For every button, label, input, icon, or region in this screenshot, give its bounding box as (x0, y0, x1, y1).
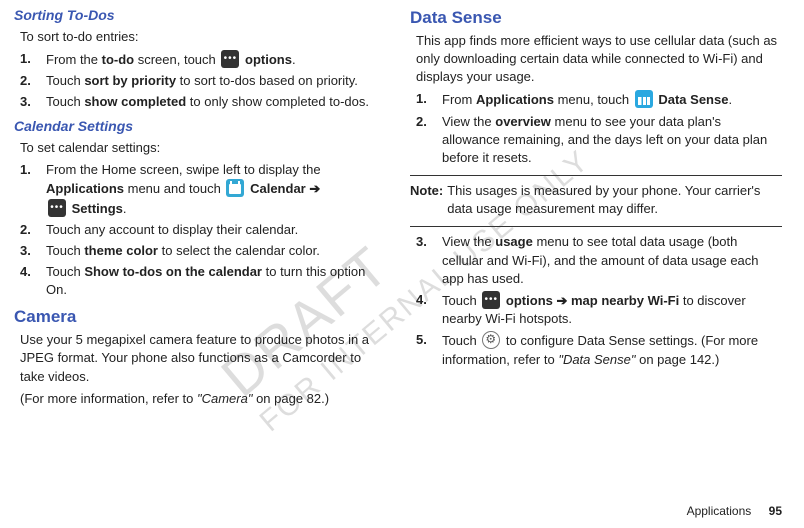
sorting-steps: 1. From the to-do screen, touch options.… (20, 50, 384, 112)
ds-step-2: View the overview menu to see your data … (442, 113, 782, 168)
camera-heading: Camera (14, 305, 384, 329)
note-label: Note: (410, 182, 443, 218)
options-icon (221, 50, 239, 68)
step-num: 3. (20, 242, 38, 260)
step-num: 3. (416, 233, 434, 288)
sorting-intro: To sort to-do entries: (20, 28, 384, 46)
arrow-icon (306, 181, 321, 196)
note-rule-top (410, 175, 782, 176)
left-column: Sorting To-Dos To sort to-do entries: 1.… (0, 0, 402, 528)
cal-step-4: Touch Show to-dos on the calendar to tur… (46, 263, 384, 299)
camera-ref: (For more information, refer to "Camera"… (20, 390, 384, 408)
step-num: 4. (416, 291, 434, 328)
arrow-icon (553, 293, 571, 308)
gear-icon (482, 331, 500, 349)
datasense-intro: This app finds more efficient ways to us… (416, 32, 782, 87)
right-column: Data Sense This app finds more efficient… (402, 0, 804, 528)
ds-step-1: From Applications menu, touch Data Sense… (442, 90, 782, 109)
step-num: 4. (20, 263, 38, 299)
cal-step-2: Touch any account to display their calen… (46, 221, 384, 239)
step-num: 1. (20, 50, 38, 69)
step-num: 2. (416, 113, 434, 168)
note-rule-bottom (410, 226, 782, 227)
ds-step-4: Touch optionsmap nearby Wi-Fi to discove… (442, 291, 782, 328)
cal-step-1: From the Home screen, swipe left to disp… (46, 161, 384, 218)
datasense-steps-b: 3. View the usage menu to see total data… (416, 233, 782, 368)
datasense-icon (635, 90, 653, 108)
step-num: 1. (20, 161, 38, 218)
note-body: This usages is measured by your phone. Y… (447, 182, 782, 218)
step-num: 2. (20, 221, 38, 239)
datasense-heading: Data Sense (410, 6, 782, 30)
sorting-heading: Sorting To-Dos (14, 6, 384, 26)
step-num: 5. (416, 331, 434, 368)
ds-step-3: View the usage menu to see total data us… (442, 233, 782, 288)
calendar-heading: Calendar Settings (14, 117, 384, 137)
note-row: Note: This usages is measured by your ph… (410, 182, 782, 218)
calendar-steps: 1. From the Home screen, swipe left to d… (20, 161, 384, 299)
sort-step-2: Touch sort by priority to sort to-dos ba… (46, 72, 384, 90)
options-icon (48, 199, 66, 217)
page-columns: Sorting To-Dos To sort to-do entries: 1.… (0, 0, 804, 528)
datasense-steps-a: 1. From Applications menu, touch Data Se… (416, 90, 782, 167)
options-icon (482, 291, 500, 309)
step-num: 2. (20, 72, 38, 90)
step-num: 3. (20, 93, 38, 111)
sort-step-3: Touch show completed to only show comple… (46, 93, 384, 111)
sort-step-1: From the to-do screen, touch options. (46, 50, 384, 69)
step-num: 1. (416, 90, 434, 109)
camera-body: Use your 5 megapixel camera feature to p… (20, 331, 384, 386)
ds-step-5: Touch to configure Data Sense settings. … (442, 331, 782, 368)
calendar-icon (226, 179, 244, 197)
calendar-intro: To set calendar settings: (20, 139, 384, 157)
cal-step-3: Touch theme color to select the calendar… (46, 242, 384, 260)
